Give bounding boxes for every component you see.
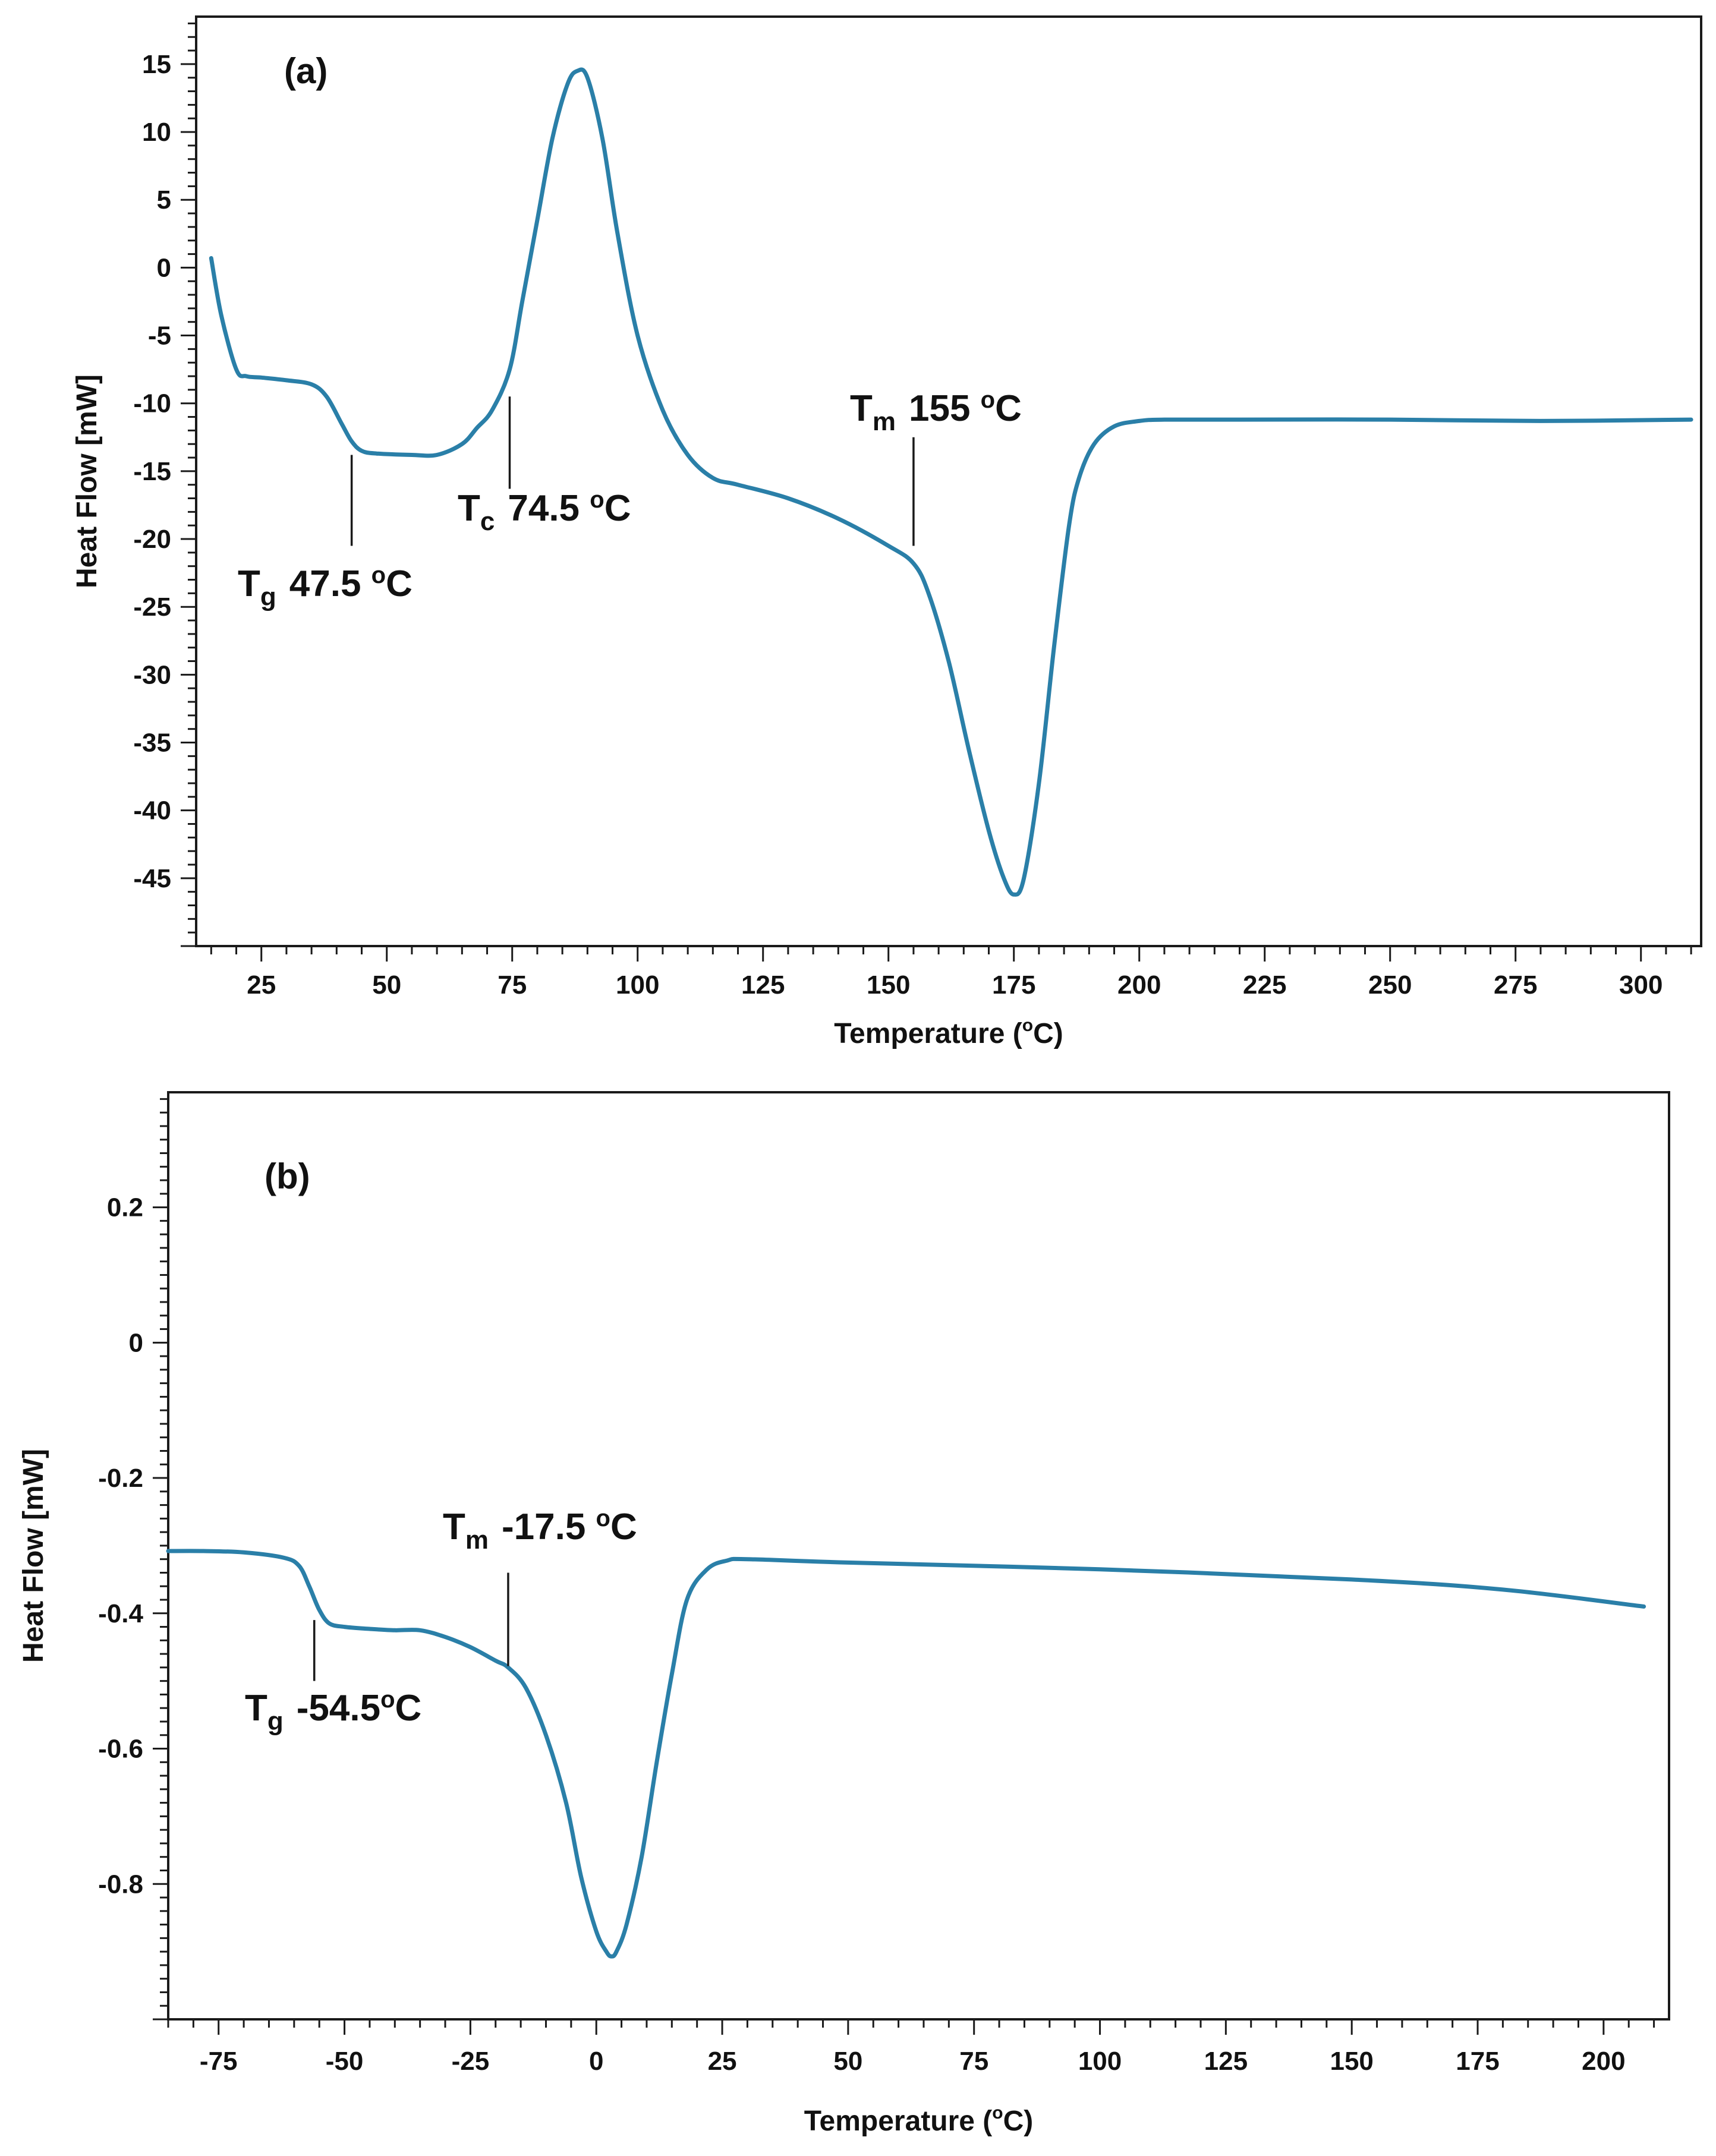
y-tick-label: -10 [133, 389, 171, 418]
y-tick-label: -0.4 [98, 1599, 143, 1628]
annotation-label-tg: Tg 47.5 oC [238, 562, 413, 612]
y-tick-label: 15 [142, 50, 171, 79]
x-axis-title: Temperature (oC) [834, 1016, 1063, 1049]
x-tick-label: 50 [372, 970, 401, 1000]
dsc-curve [166, 1549, 1646, 1959]
x-tick-label: 200 [1117, 970, 1161, 1000]
y-tick-label: 10 [142, 118, 171, 147]
x-tick-label: 125 [741, 970, 785, 1000]
y-tick-label: -25 [133, 592, 171, 622]
y-tick-label: -30 [133, 660, 171, 689]
x-tick-label: -50 [326, 2047, 364, 2076]
plot-frame [167, 1091, 1670, 2021]
x-tick-label: 0 [589, 2047, 603, 2076]
x-tick-label: 275 [1494, 970, 1537, 1000]
y-tick-label: -0.6 [98, 1735, 143, 1764]
x-tick-label: 150 [1330, 2047, 1373, 2076]
y-axis-title: Heat Flow [mW] [18, 1449, 49, 1663]
annotation-label-tc: Tc 74.5 oC [458, 487, 631, 536]
x-tick-label: 225 [1243, 970, 1286, 1000]
y-tick-label: -40 [133, 796, 171, 825]
annotation-label-tm: Tm 155 oC [850, 387, 1022, 436]
x-tick-label: 100 [616, 970, 659, 1000]
x-tick-label: 175 [992, 970, 1035, 1000]
y-tick-label: -15 [133, 457, 171, 486]
panel-label: (b) [265, 1156, 310, 1196]
x-tick-label: 300 [1619, 970, 1663, 1000]
panel-label: (a) [284, 51, 328, 91]
x-tick-label: 150 [867, 970, 910, 1000]
y-tick-label: 5 [157, 185, 171, 215]
y-axis-title: Heat Flow [mW] [71, 374, 103, 588]
y-tick-label: -20 [133, 525, 171, 554]
x-axis-title: Temperature (oC) [804, 2103, 1034, 2137]
x-tick-label: 25 [708, 2047, 737, 2076]
chart-b: -75 -50 -25 0 25 50 75 100 125 150 175 200 0.2 0 -0.2 -… [18, 1091, 1670, 2137]
x-tick-label: -75 [200, 2047, 238, 2076]
x-tick-label: 25 [247, 970, 276, 1000]
annotation-label-tm: Tm -17.5 oC [443, 1505, 637, 1555]
x-tick-label: 75 [498, 970, 527, 1000]
y-tick-label: -35 [133, 729, 171, 758]
x-tick-label: 75 [959, 2047, 988, 2076]
annotation-label-tg: Tg -54.5oC [245, 1687, 421, 1736]
y-tick-label: -0.8 [98, 1870, 143, 1899]
x-tick-label: 50 [833, 2047, 862, 2076]
y-tick-label: -0.2 [98, 1464, 143, 1493]
x-tick-label: 250 [1368, 970, 1412, 1000]
chart-a: 25 50 75 100 125 150 175 200 225 250 275 300151050-… [71, 15, 1702, 1049]
y-tick-label: -45 [133, 864, 171, 893]
y-tick-label: -5 [148, 321, 171, 351]
y-tick-label: 0 [157, 253, 171, 282]
y-tick-label: 0.2 [107, 1193, 143, 1222]
x-tick-label: 125 [1204, 2047, 1248, 2076]
x-tick-label: -25 [452, 2047, 490, 2076]
x-tick-label: 200 [1582, 2047, 1625, 2076]
y-tick-label: 0 [129, 1328, 143, 1357]
x-tick-label: 100 [1078, 2047, 1122, 2076]
dsc-curve [209, 67, 1693, 897]
x-tick-label: 175 [1456, 2047, 1499, 2076]
plot-frame [195, 15, 1702, 947]
